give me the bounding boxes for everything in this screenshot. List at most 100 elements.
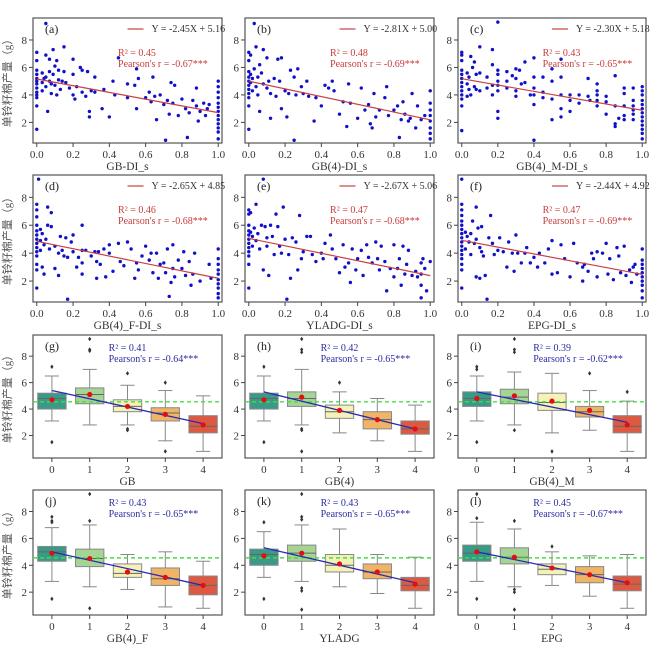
y-tick-label: 2 xyxy=(234,117,240,129)
data-point xyxy=(577,101,581,105)
panel-label: (e) xyxy=(257,179,270,193)
data-point xyxy=(270,234,275,239)
data-point xyxy=(71,250,75,254)
data-point xyxy=(487,236,491,240)
data-point xyxy=(640,89,644,93)
data-point xyxy=(35,50,39,55)
y-tick-label: 6 xyxy=(447,62,453,74)
x-tick-label: 3 xyxy=(163,621,169,633)
data-point xyxy=(428,126,432,130)
data-point xyxy=(305,234,309,239)
data-point xyxy=(384,84,389,89)
data-point xyxy=(216,122,220,126)
data-point xyxy=(546,247,551,251)
data-point xyxy=(216,79,220,83)
data-point xyxy=(80,68,84,72)
data-point xyxy=(622,117,626,122)
data-point xyxy=(62,45,66,49)
y-tick-label: 6 xyxy=(447,533,453,545)
data-point xyxy=(514,76,518,81)
data-point xyxy=(247,83,251,88)
data-point xyxy=(62,69,66,74)
data-point xyxy=(332,89,336,93)
y-tick-label: 6 xyxy=(234,533,240,545)
x-axis-title: GB(4)_F-DI_s xyxy=(94,320,162,332)
data-point xyxy=(523,80,527,85)
data-point xyxy=(460,223,464,227)
data-point xyxy=(478,276,482,280)
data-point xyxy=(216,84,220,89)
data-point xyxy=(89,254,93,258)
data-point xyxy=(419,261,423,265)
data-point xyxy=(247,233,251,237)
data-point xyxy=(35,241,39,246)
data-point xyxy=(247,75,251,79)
data-point xyxy=(424,289,429,293)
trend-line xyxy=(51,551,204,587)
outlier-marker xyxy=(300,491,304,497)
data-point xyxy=(35,233,39,237)
outlier-marker xyxy=(337,380,342,385)
x-tick-label: 0.8 xyxy=(599,149,613,161)
data-point xyxy=(374,115,378,119)
x-tick-label: 4 xyxy=(624,464,630,476)
data-point xyxy=(167,294,171,299)
x-tick-label: 0.0 xyxy=(455,149,469,161)
data-point xyxy=(496,89,500,93)
data-point xyxy=(80,223,84,227)
data-point xyxy=(314,95,318,100)
x-tick-label: 0.8 xyxy=(387,149,401,161)
data-point xyxy=(40,265,44,269)
data-point xyxy=(305,79,309,83)
data-point xyxy=(559,75,563,79)
data-point xyxy=(460,72,464,77)
data-point xyxy=(640,289,644,293)
legend-label: Y = -2.65X + 4.85 xyxy=(152,181,226,192)
data-point xyxy=(401,244,405,248)
x-tick-label: 0.6 xyxy=(563,149,577,161)
data-point xyxy=(525,245,529,250)
data-point xyxy=(299,84,304,89)
data-point xyxy=(428,137,432,141)
data-point xyxy=(256,75,260,79)
data-point xyxy=(49,82,53,86)
data-point xyxy=(384,289,389,293)
data-point xyxy=(469,231,473,236)
mean-marker xyxy=(299,550,305,556)
data-point xyxy=(460,128,464,133)
data-point xyxy=(93,90,97,94)
data-point xyxy=(528,261,533,265)
data-point xyxy=(257,247,262,251)
data-point xyxy=(35,237,39,241)
data-point xyxy=(465,82,469,86)
data-point xyxy=(47,247,52,251)
panel-label: (k) xyxy=(257,494,271,508)
data-point xyxy=(472,84,477,89)
data-point xyxy=(423,266,427,271)
r-squared-annotation: R² = 0.47 xyxy=(330,205,368,216)
data-point xyxy=(512,269,516,273)
data-point xyxy=(274,212,278,216)
data-point xyxy=(406,119,411,123)
outlier-marker xyxy=(300,585,304,591)
data-point xyxy=(100,106,104,111)
data-point xyxy=(386,113,391,118)
data-point xyxy=(460,219,464,223)
data-point xyxy=(254,45,258,49)
data-point xyxy=(265,236,269,240)
data-point xyxy=(116,56,121,60)
outlier-marker xyxy=(475,364,479,369)
y-tick-label: 2 xyxy=(234,276,240,288)
data-point xyxy=(247,104,251,108)
data-point xyxy=(568,275,572,279)
data-point xyxy=(359,86,363,90)
outlier-marker xyxy=(512,347,516,352)
data-point xyxy=(183,273,188,278)
data-point xyxy=(257,109,262,114)
y-tick-label: 4 xyxy=(447,90,453,102)
data-point xyxy=(604,100,608,104)
data-point xyxy=(476,226,480,230)
data-point xyxy=(202,101,206,105)
data-point xyxy=(56,68,61,72)
y-tick-label: 2 xyxy=(447,587,453,599)
